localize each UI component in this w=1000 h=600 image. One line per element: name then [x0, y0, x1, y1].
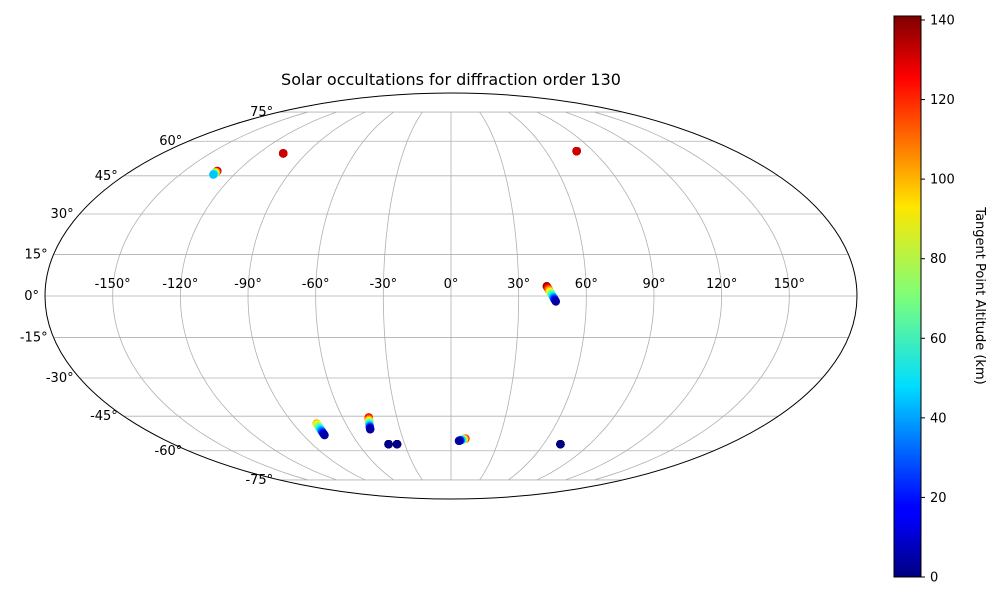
colorbar-tick-label: 0	[930, 571, 938, 586]
latitude-tick-label: 60°	[159, 134, 182, 149]
latitude-tick-label: -60°	[155, 444, 183, 459]
colorbar-tick-label: 100	[930, 173, 955, 188]
longitude-tick-label: -150°	[95, 277, 131, 292]
longitude-tick-label: -90°	[234, 277, 262, 292]
longitude-gridline	[315, 111, 394, 481]
colorbar-ticks: 0 20 40 60 80 100 120 140	[921, 13, 955, 586]
colorbar-tick-label: 120	[930, 93, 955, 108]
longitude-tick-label: 120°	[706, 277, 737, 292]
longitude-tick-label: -30°	[369, 277, 397, 292]
longitude-tick-label: 0°	[444, 277, 459, 292]
occultation-point	[556, 440, 565, 449]
latitude-tick-label: 30°	[51, 207, 74, 222]
longitude-gridline	[565, 111, 723, 481]
colorbar: 0 20 40 60 80 100 120 140 Tangent Point Altitud…	[893, 13, 987, 586]
longitude-tick-label: -60°	[302, 277, 330, 292]
occultation-point	[384, 440, 393, 449]
occultation-point	[279, 149, 288, 158]
longitude-gridline	[179, 111, 337, 481]
occultation-point	[572, 146, 581, 156]
occultation-point	[551, 297, 561, 306]
occultation-points	[209, 146, 581, 449]
occultation-point	[392, 440, 402, 449]
longitude-gridline	[247, 111, 366, 481]
longitude-gridline	[382, 111, 423, 481]
longitude-gridline	[479, 111, 520, 481]
latitude-tick-label: -15°	[20, 331, 48, 346]
map-boundary	[44, 92, 858, 500]
latitude-tick-label: 45°	[95, 169, 118, 184]
colorbar-tick-label: 60	[930, 332, 947, 347]
longitude-tick-labels: -150° -120° -90° -60° -30° 0° 30° 60° 90° 120° 150…	[95, 277, 805, 292]
longitude-gridline	[594, 111, 790, 481]
colorbar-gradient	[893, 15, 922, 578]
latitude-tick-label: -75°	[245, 473, 273, 488]
longitude-tick-label: 90°	[642, 277, 665, 292]
occultation-point	[454, 436, 464, 446]
latitude-tick-labels: 75° 60° 45° 30° 15° 0° -15° -30° -45° -60° -75°	[20, 105, 273, 488]
colorbar-tick-label: 20	[930, 491, 947, 506]
longitude-tick-label: 150°	[774, 277, 805, 292]
longitude-gridline	[536, 111, 655, 481]
longitude-gridline	[112, 111, 308, 481]
latitude-tick-label: 0°	[24, 289, 39, 304]
chart-title: Solar occultations for diffraction order…	[281, 70, 621, 89]
colorbar-label: Tangent Point Altitude (km)	[972, 206, 987, 384]
latitude-tick-label: 15°	[25, 247, 48, 262]
colorbar-tick-label: 80	[930, 252, 947, 267]
occultation-point	[366, 425, 375, 434]
longitude-gridline	[508, 111, 587, 481]
occultation-point	[209, 170, 218, 179]
graticule	[45, 111, 857, 481]
longitude-tick-label: 30°	[507, 277, 530, 292]
latitude-tick-label: -45°	[90, 409, 118, 424]
colorbar-tick-label: 140	[930, 13, 955, 28]
longitude-tick-label: 60°	[575, 277, 598, 292]
occultation-point	[320, 430, 329, 440]
latitude-tick-label: 75°	[250, 105, 273, 120]
latitude-tick-label: -30°	[46, 371, 74, 386]
colorbar-tick-label: 40	[930, 411, 947, 426]
longitude-tick-label: -120°	[162, 277, 198, 292]
